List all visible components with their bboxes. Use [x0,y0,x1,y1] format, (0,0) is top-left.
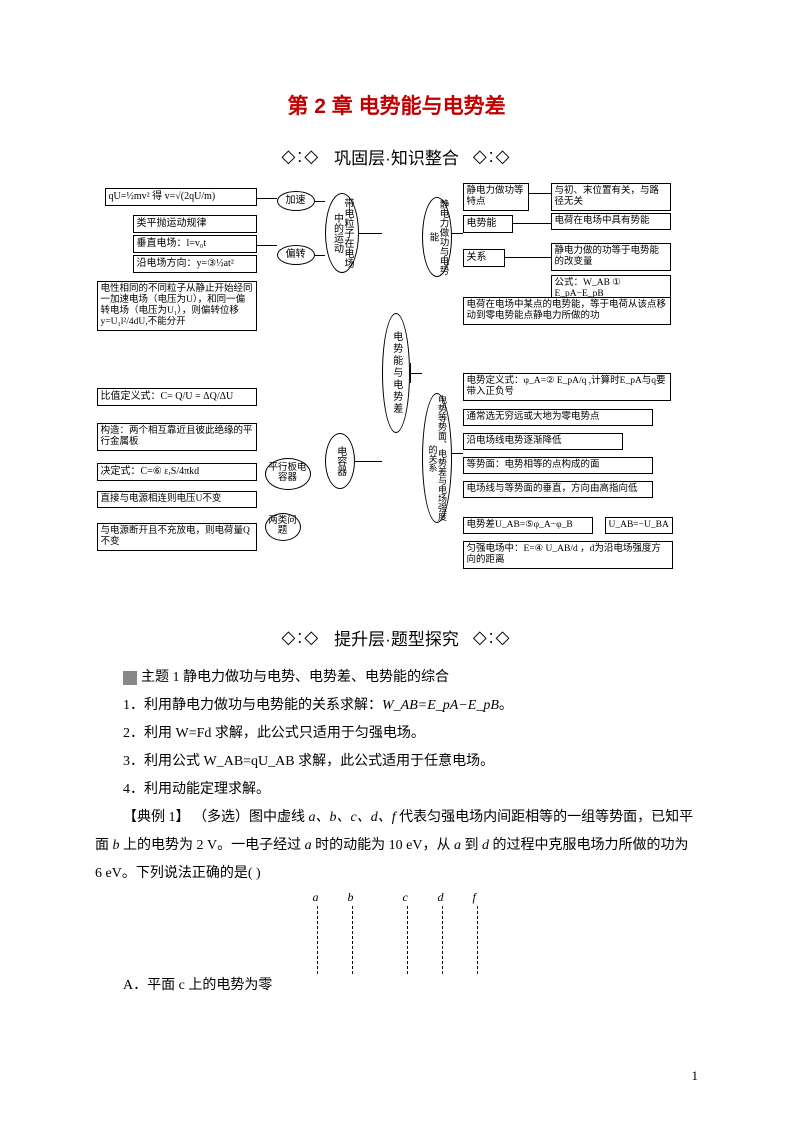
dashed-line-b [352,906,353,974]
box-uab2: U_AB=−U_BA [605,517,673,534]
ornament-left-2: ◇:◇ [281,627,320,648]
box-formula1: qU=½mv² 得 v=√(2qU/m) [105,188,257,206]
point-2: 2．利用 W=Fd 求解，此公式只适用于匀强电场。 [95,720,698,748]
line-label-d: d [438,890,444,905]
section2-label: 提升层·题型探究 [330,625,463,650]
concept-map: 电势能与电势差 加速 偏转 带电粒子在电场中的运动 qU=½mv² 得 v=√(… [97,183,697,613]
box-feature: 静电力做功等特点 [463,183,529,211]
box-cap-defn: 比值定义式：C= Q/U = ΔQ/ΔU [97,388,257,406]
topic-heading: ▶ 主题 1 静电力做功与电势、电势差、电势能的综合 [95,664,698,692]
box-relation: 关系 [463,249,505,267]
box-cap-disconnected: 与电源断开且不充放电，则电荷量Q不变 [97,523,257,551]
box-perpendicular: 电场线与等势面的垂直，方向由高指向低 [463,481,653,498]
center-ellipse: 电势能与电势差 [382,313,410,433]
line-label-c: c [403,890,408,905]
line-label-f: f [473,890,476,905]
figure-equipotential: a b c d f [287,892,507,964]
point-4: 4．利用动能定理求解。 [95,776,698,804]
box-cap-decision: 决定式：C=⑥ εᵣS/4πkd [97,463,257,481]
ellipse-work: 静电力做功与电势能 [422,197,452,277]
ellipse-accel: 加速 [277,191,315,211]
box-uniform: 匀强电场中：E=④ U_AB/d ，d为沿电场强度方向的距离 [463,541,673,569]
ornament-right-2: ◇:◇ [473,627,512,648]
point-1: 1．利用静电力做功与电势能的关系求解：W_AB=E_pA−E_pB。 [95,692,698,720]
ornament-right: ◇:◇ [473,146,512,167]
option-a: A．平面 c 上的电势为零 [95,972,698,1000]
box-decrease: 沿电场线电势逐渐降低 [463,433,623,450]
box-potdef: 电势定义式：φ_A=② E_pA/q ,计算时E_pA与q要带入正负号 [463,373,671,401]
dashed-line-a [317,906,318,974]
page-number: 1 [692,1068,699,1084]
chapter-title: 第 2 章 电势能与电势差 [95,90,698,120]
dashed-line-c [407,906,408,974]
box-uab: 电势差U_AB=⑤φ_A−φ_B [463,517,593,534]
box-cap-connected: 直接与电源相连则电压U不变 [97,491,257,508]
section-divider-consolidate: ◇:◇ 巩固层·知识整合 ◇:◇ [95,144,698,169]
box-zero: 通常选无穷远或大地为零电势点 [463,409,653,426]
dashed-line-d [442,906,443,974]
ellipse-motion: 带电粒子在电场中的运动 [325,193,359,273]
box-parabola: 类平抛运动规律 [133,215,257,233]
line-label-a: a [313,890,319,905]
example-1: 【典例 1】 （多选）图中虚线 a、b、c、d、f 代表匀强电场内间距相等的一组… [95,804,698,888]
line-label-b: b [348,890,354,905]
ellipse-two: 两类问题 [265,513,301,541]
box-relation1: 静电力做的功等于电势能的改变量 [551,243,671,271]
box-feature-detail: 与初、末位置有关，与路径无关 [551,183,671,211]
ornament-left: ◇:◇ [281,146,320,167]
box-equi: 等势面：电势相等的点构成的面 [463,457,653,474]
topic1-heading-text: 主题 1 静电力做功与电势、电势差、电势能的综合 [141,670,449,685]
box-ep: 电势能 [463,215,513,233]
box-condition: 电性相同的不同粒子从静止开始经同一加速电场（电压为U），和同一偏转电场（电压为U… [97,281,257,331]
box-ep-text: 电荷在电场中具有势能 [551,213,671,230]
point-3: 3．利用公式 W_AB=qU_AB 求解，此公式适用于任意电场。 [95,748,698,776]
dashed-line-f [477,906,478,974]
ellipse-parallel: 平行板电容器 [265,458,311,490]
ellipse-pot: 电势等势面、电势差与电场强度的关系 [422,393,452,523]
box-perp: 垂直电场：l=v₀t [133,235,257,253]
ellipse-capacitor: 电容器 [325,433,355,489]
example-tag: 【典例 1】 [123,810,190,825]
point-1-formula: W_AB=E_pA−E_pB [382,698,499,713]
box-along: 沿电场方向：y=③½at² [133,255,257,273]
section1-label: 巩固层·知识整合 [330,144,463,169]
box-cap-structure: 构造：两个相互靠近且彼此绝缘的平行金属板 [97,423,257,451]
box-point: 电荷在电场中某点的电势能，等于电荷从该点移动到零电势能点静电力所做的功 [463,297,671,325]
section-divider-improve: ◇:◇ 提升层·题型探究 ◇:◇ [95,625,698,650]
topic-marker-icon: ▶ [123,671,137,685]
ellipse-deflect: 偏转 [277,245,315,265]
